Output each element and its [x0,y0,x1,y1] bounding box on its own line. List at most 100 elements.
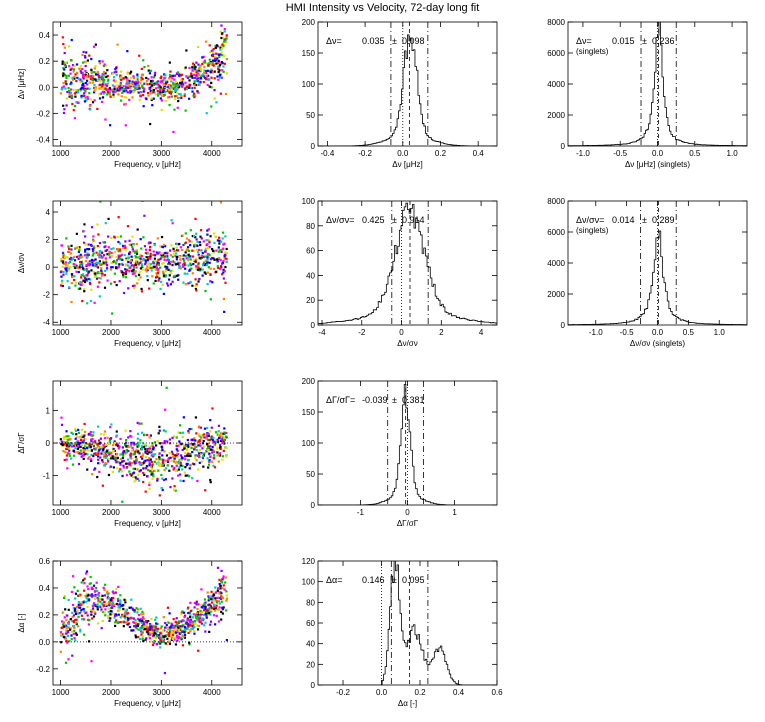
data-point [205,78,208,81]
data-point [136,622,140,626]
y-tick-label: 0.0 [39,83,51,92]
data-point [222,54,225,57]
data-point [181,457,184,460]
data-point [90,613,93,616]
data-point [102,261,105,264]
data-point [224,435,228,438]
data-point [73,104,77,108]
data-point [171,77,174,80]
data-point [187,611,190,615]
data-point [199,76,202,80]
data-point [211,451,214,454]
data-point [167,457,170,461]
data-point [127,287,130,290]
data-point [176,243,179,246]
data-point [140,79,143,82]
data-point [129,76,133,80]
data-point [133,272,136,275]
data-point [212,436,215,439]
data-point [170,244,173,247]
data-point [210,68,213,71]
data-point [225,455,228,458]
data-point [211,256,214,260]
data-point [187,619,191,622]
data-point [70,431,73,434]
data-point [216,454,219,457]
data-point [204,607,207,611]
data-point [191,90,194,93]
data-point [59,633,62,636]
data-point [184,474,187,477]
data-point [218,578,221,581]
data-point [125,613,128,616]
y-tick-label: 120 [302,557,316,566]
data-point [197,63,200,66]
data-point [151,447,154,451]
data-point [60,442,63,446]
data-point [189,443,192,446]
data-point [140,85,144,88]
data-point [151,472,154,475]
data-point [84,56,87,59]
data-point [111,455,114,458]
data-point [201,264,205,267]
stats-mean: 0.014 [612,215,635,225]
data-point [167,627,170,630]
x-tick-label: -0.5 [613,149,627,158]
data-point [223,44,226,47]
data-point [118,280,121,283]
data-point [77,431,81,435]
data-point [225,34,228,37]
data-point [124,601,127,604]
data-point [91,76,94,79]
data-point [128,82,131,85]
data-point [206,603,210,607]
data-point [115,70,118,73]
data-point [178,465,181,469]
data-point [198,67,201,70]
data-point [98,470,101,473]
data-point [68,626,71,629]
data-point [180,611,183,614]
data-point [91,101,95,104]
data-point [134,455,138,459]
data-point [70,630,74,633]
data-point [85,596,88,599]
data-point [176,452,179,455]
data-point [156,237,159,240]
data-point [59,284,63,287]
data-point [162,272,165,275]
data-point [149,257,152,260]
data-point [198,66,201,69]
data-point [85,592,88,595]
data-point [90,660,93,663]
data-point [175,627,178,630]
data-point [76,609,79,612]
data-point [61,443,64,447]
data-point [170,465,174,468]
data-point [113,272,116,275]
data-point [71,620,74,623]
data-point [164,478,167,481]
data-point [138,452,141,455]
data-point [76,589,79,592]
plot-frame [52,21,243,147]
data-point [116,442,119,445]
data-point [216,596,219,599]
data-point [195,289,198,292]
data-point [174,620,177,623]
data-point [79,88,82,91]
data-point [175,445,178,448]
data-point [144,82,148,85]
data-point [201,442,205,445]
stats-pm: ± [392,575,397,585]
data-point [197,248,200,251]
data-point [111,601,115,604]
data-point [200,588,203,591]
data-point [86,605,89,609]
data-point [160,87,163,90]
data-point [196,80,199,83]
data-point [116,456,119,459]
data-point [131,235,134,238]
data-point [205,74,208,77]
